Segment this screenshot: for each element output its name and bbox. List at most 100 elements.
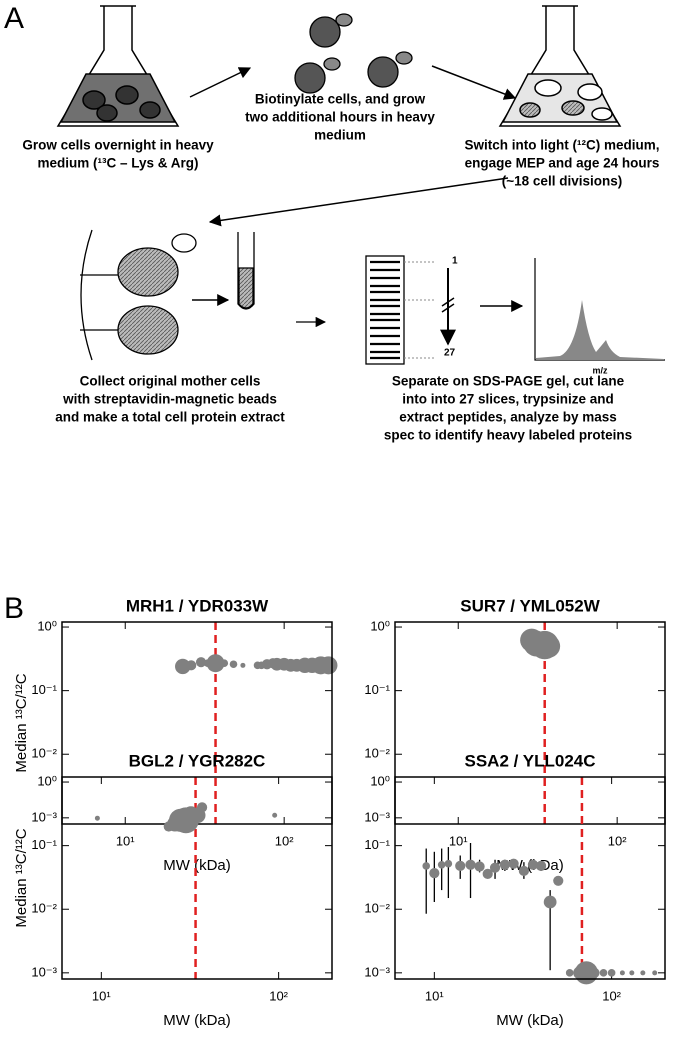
point [319,656,338,675]
point [499,859,510,870]
arrow [431,65,517,100]
chart-title: SUR7 / YML052W [460,596,600,615]
y-tick-label: 10⁻¹ [31,682,57,697]
point [175,658,191,675]
y-axis-label: Median ¹³C/¹²C [13,828,30,927]
y-tick-label: 10⁻¹ [364,837,390,852]
chart-title: SSA2 / YLL024C [464,751,595,770]
x-tick-label: 10¹ [449,833,468,848]
point [553,875,564,886]
step-caption: medium (¹³C – Lys & Arg) [37,156,198,171]
point [186,660,197,671]
step-caption: Grow cells overnight in heavy [22,138,214,153]
y-tick-label: 10⁻¹ [364,682,390,697]
step-caption: (~18 cell divisions) [502,174,622,189]
panel-label: A [4,2,24,35]
chart: SUR7 / YML052WMW (kDa)10¹10²10⁻³10⁻²10⁻¹… [364,596,666,874]
y-tick-label: 10⁻¹ [31,837,57,852]
step-caption: Separate on SDS-PAGE gel, cut lane [392,374,625,389]
y-tick-label: 10⁰ [37,773,57,788]
y-tick-label: 10⁰ [370,618,390,633]
point [206,654,225,673]
x-tick-label: 10² [275,833,294,848]
chart: BGL2 / YGR282C MW (kDa) Median ¹³C/¹²C 10¹ 1… [13,751,333,1029]
y-tick-label: 10⁻² [31,901,57,916]
flask-light [498,5,622,127]
point [527,859,539,870]
point [489,862,501,873]
point [474,861,485,872]
point [196,802,208,813]
step-caption: Biotinylate cells, and grow [255,92,426,107]
chart: SSA2 / YLL024C MW (kDa) 10¹ 10² 10⁻³ 10⁻² 10⁻¹… [364,751,666,1029]
x-tick-label: 10² [602,988,621,1003]
gel-lane [365,255,456,365]
point [94,815,100,821]
point [220,659,229,668]
y-tick-label: 10⁰ [370,773,390,788]
point [535,860,547,872]
point [240,662,246,668]
axis-label: m/z [592,365,608,375]
slice-label: 1 [452,256,458,267]
point [607,969,616,977]
x-tick-label: 10² [608,833,627,848]
x-tick-label: 10¹ [92,988,111,1003]
arrow [208,177,509,227]
point [508,858,519,869]
point [518,865,529,877]
panel-label: B [4,592,24,625]
step-caption: Collect original mother cells [80,374,261,389]
point [195,657,207,668]
point [543,895,557,909]
slice-label: 27 [444,348,456,359]
plot-frame [61,776,333,980]
x-axis-label: MW (kDa) [163,857,231,874]
y-tick-label: 10⁻² [364,746,390,761]
point [465,859,476,870]
point [444,859,453,868]
mass-spectrum [534,258,665,361]
y-tick-label: 10⁻² [31,746,57,761]
y-tick-label: 10⁻³ [364,964,390,979]
y-tick-label: 10⁻³ [31,964,57,979]
step-caption: into into 27 slices, trypsinize and [402,392,614,407]
point [437,860,446,869]
point [482,868,493,879]
y-tick-label: 10⁻³ [364,809,390,824]
step-caption: medium [314,128,366,143]
step-caption: extract peptides, analyze by mass [399,410,617,425]
chart-title: BGL2 / YGR282C [129,751,266,770]
point [599,969,608,977]
point [640,970,646,976]
x-tick-label: 10² [269,988,288,1003]
step-caption: and make a total cell protein extract [55,410,285,425]
y-tick-label: 10⁰ [37,618,57,633]
x-axis-label: MW (kDa) [163,1012,231,1029]
step-caption: engage MEP and age 24 hours [465,156,660,171]
x-tick-label: 10¹ [425,988,444,1003]
plot-frame [61,621,333,825]
step-caption: spec to identify heavy labeled proteins [384,428,632,443]
point [422,862,431,870]
step-caption: with streptavidin-magnetic beads [62,392,277,407]
bead-captured-cells [80,229,197,361]
point [229,660,238,669]
point [589,967,600,978]
charts: MRH1 / YDR033W MW (kDa) Median ¹³C/¹²C 10¹ 1… [13,596,666,1029]
biotinylated-cells [294,13,413,94]
point [629,970,635,976]
step-caption: Switch into light (¹²C) medium, [465,138,660,153]
plot-frame [394,776,666,980]
plot-frame [394,621,666,825]
tube [237,232,255,310]
point [272,812,278,818]
point [429,867,440,879]
y-tick-label: 10⁻² [364,901,390,916]
point [652,970,658,976]
x-tick-label: 10¹ [116,833,135,848]
point [565,969,574,977]
captions: Grow cells overnight in heavy medium (¹³C… [22,92,659,443]
y-tick-label: 10⁻³ [31,809,57,824]
